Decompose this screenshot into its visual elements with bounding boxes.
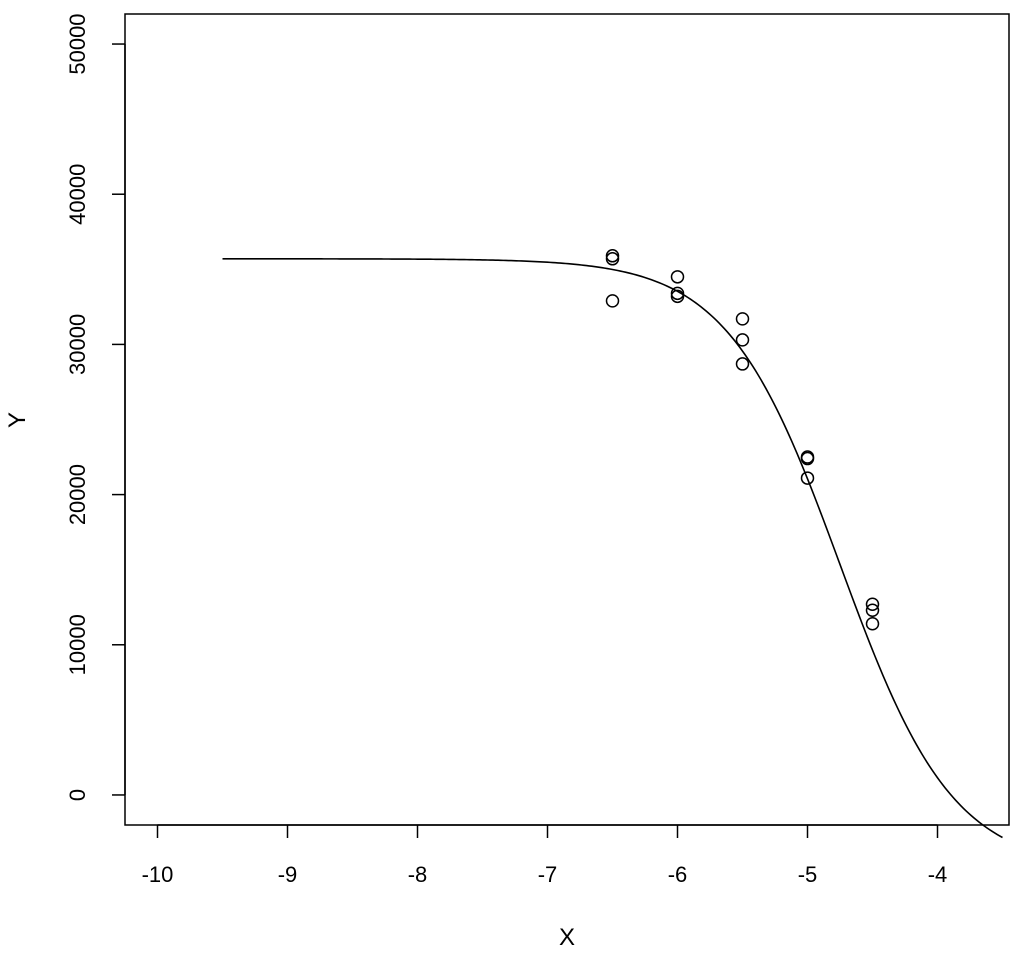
data-point bbox=[605, 294, 620, 308]
y-tick-label: 30000 bbox=[65, 314, 90, 375]
data-point bbox=[670, 289, 685, 304]
y-axis-title: Y bbox=[4, 412, 31, 428]
y-tick-label: 50000 bbox=[65, 13, 90, 74]
data-point bbox=[865, 597, 880, 611]
y-tick-label: 10000 bbox=[65, 614, 90, 675]
y-tick-label: 40000 bbox=[65, 164, 90, 225]
data-point bbox=[670, 270, 685, 284]
x-tick-label: -10 bbox=[142, 862, 174, 887]
x-tick-label: -8 bbox=[408, 862, 428, 887]
data-point bbox=[605, 252, 620, 266]
data-point bbox=[800, 451, 815, 466]
data-point bbox=[865, 603, 880, 617]
x-tick-label: -6 bbox=[668, 862, 688, 887]
data-point bbox=[735, 312, 750, 326]
plot-frame bbox=[124, 13, 1010, 826]
data-point bbox=[800, 471, 815, 485]
data-point bbox=[865, 617, 880, 631]
data-point bbox=[605, 249, 620, 263]
y-tick-label: 0 bbox=[65, 789, 90, 801]
y-tick-label: 20000 bbox=[65, 464, 90, 525]
data-points bbox=[605, 249, 880, 631]
x-axis: -10 -9 -8 -7 -6 -5 -4 bbox=[142, 824, 948, 887]
x-tick-label: -5 bbox=[798, 862, 818, 887]
y-axis: 0 10000 20000 30000 40000 50000 bbox=[65, 13, 126, 801]
x-tick-label: -9 bbox=[278, 862, 298, 887]
fitted-curve bbox=[222, 258, 1003, 839]
x-axis-title: X bbox=[559, 924, 575, 951]
x-tick-label: -4 bbox=[928, 862, 948, 887]
x-tick-label: -7 bbox=[538, 862, 558, 887]
data-point bbox=[735, 357, 750, 371]
data-point bbox=[735, 333, 750, 347]
